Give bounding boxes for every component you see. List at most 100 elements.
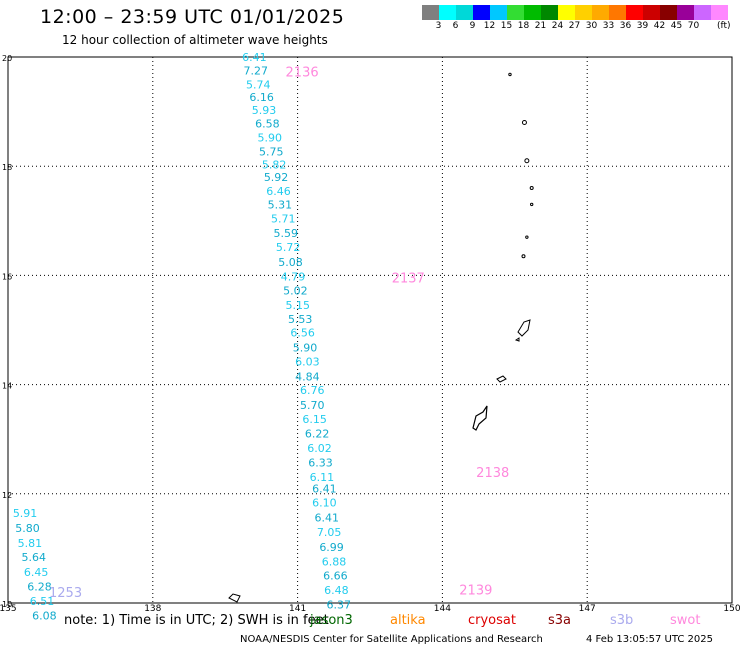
latitude-tick-label: 12 <box>2 491 12 500</box>
color-scale-swatch <box>439 5 456 20</box>
color-scale-swatch <box>643 5 660 20</box>
longitude-tick-label: 150 <box>723 604 740 614</box>
island-outline <box>521 120 527 126</box>
satellite-legend-item: altika <box>390 613 426 628</box>
wave-height-reading: 5.81 <box>18 537 43 550</box>
wave-height-reading: 5.70 <box>300 399 325 412</box>
wave-height-reading: 5.92 <box>264 171 289 184</box>
wave-height-reading: 6.37 <box>327 599 352 612</box>
wave-height-reading: 5.71 <box>271 213 296 226</box>
island-outline <box>496 375 507 383</box>
track-id-label: 2137 <box>392 272 425 287</box>
latitude-tick-label: 18 <box>2 163 12 172</box>
wave-height-reading: 6.28 <box>27 581 52 594</box>
wave-height-reading: 5.72 <box>276 241 301 254</box>
color-scale-tick-label: 36 <box>619 21 632 31</box>
color-scale-swatch <box>592 5 609 20</box>
island-outline <box>472 405 488 431</box>
longitude-tick-label: 138 <box>144 604 161 614</box>
color-scale-tick-label: 27 <box>568 21 581 31</box>
wave-height-reading: 6.02 <box>307 442 332 455</box>
wave-height-reading: 6.58 <box>255 118 280 131</box>
latitude-tick-label: 14 <box>2 382 12 391</box>
wave-height-reading: 7.27 <box>244 65 268 78</box>
wave-height-reading: 5.02 <box>283 285 308 298</box>
latitude-tick-label: 16 <box>2 272 12 281</box>
wave-height-reading: 6.41 <box>312 482 337 495</box>
island-outline <box>529 186 534 191</box>
color-scale-swatch <box>626 5 643 20</box>
latitude-tick-label: 10 <box>2 600 12 609</box>
wave-height-reading: 6.66 <box>323 570 348 583</box>
footer-source: NOAA/NESDIS Center for Satellite Applica… <box>240 634 543 645</box>
longitude-tick-label: 147 <box>579 604 596 614</box>
wave-height-reading: 5.80 <box>15 522 39 535</box>
wave-height-reading: 6.22 <box>305 428 330 441</box>
satellite-legend-item: s3a <box>548 613 572 628</box>
map-frame <box>7 56 733 604</box>
color-scale-tick-label: 9 <box>469 21 476 31</box>
island-outline <box>228 593 241 603</box>
wave-height-reading: 6.10 <box>312 497 337 510</box>
color-scale-swatch <box>422 5 439 20</box>
color-scale-tick-label: 33 <box>602 21 615 31</box>
wave-height-reading: 6.48 <box>324 584 349 597</box>
wave-height-reading: 5.91 <box>13 507 38 520</box>
page-subtitle: 12 hour collection of altimeter wave hei… <box>62 33 328 47</box>
wave-height-reading: 6.15 <box>302 413 327 426</box>
color-scale-tick-label: 6 <box>452 21 459 31</box>
wave-height-reading: 6.08 <box>32 610 57 623</box>
satellite-legend-item: cryosat <box>468 613 516 628</box>
footer-timestamp: 4 Feb 13:05:57 UTC 2025 <box>586 634 713 645</box>
island-outline <box>521 254 526 259</box>
wave-height-reading: 5.90 <box>258 131 283 144</box>
wave-height-reading: 5.31 <box>268 198 293 211</box>
track-id-label: 2136 <box>286 66 319 81</box>
color-scale-tick-label: 39 <box>636 21 649 31</box>
color-scale-tick-label: 70 <box>687 21 700 31</box>
color-scale-swatch <box>711 5 728 20</box>
color-scale-swatch <box>694 5 711 20</box>
color-scale-swatch <box>609 5 626 20</box>
color-scale-swatch <box>490 5 507 20</box>
longitude-tick-label: 141 <box>289 604 306 614</box>
color-scale-tick-label: 24 <box>551 21 564 31</box>
color-scale-tick-label: 42 <box>653 21 666 31</box>
satellite-legend-item: s3b <box>610 613 634 628</box>
note-text: note: 1) Time is in UTC; 2) SWH is in fe… <box>64 613 329 628</box>
wave-height-reading: 5.59 <box>273 227 298 240</box>
wave-height-reading: 6.33 <box>308 457 333 470</box>
color-scale-tick-label: 3 <box>435 21 442 31</box>
island-outline <box>524 158 530 164</box>
wave-height-reading: 6.88 <box>322 556 347 569</box>
wave-height-reading: 6.03 <box>295 356 320 369</box>
wave-height-reading: 6.56 <box>290 327 315 340</box>
color-scale-tick-label: 15 <box>500 21 513 31</box>
color-scale-swatch <box>677 5 694 20</box>
wave-height-reading: 7.05 <box>317 526 342 539</box>
island-outline <box>508 72 512 77</box>
wave-height-reading: 6.41 <box>242 51 266 64</box>
color-scale-tick-label: 30 <box>585 21 598 31</box>
color-scale-bar <box>422 5 728 20</box>
color-scale-tick-label: 12 <box>483 21 496 31</box>
wave-height-reading: 6.99 <box>319 541 344 554</box>
satellite-legend-item: swot <box>670 613 701 628</box>
color-scale-swatch <box>575 5 592 20</box>
color-scale-labels: 3 6 9 12 15 18 21 24 27 30 33 36 39 42 45 70 <box>422 21 702 31</box>
wave-height-reading: 6.76 <box>300 384 325 397</box>
wave-height-reading: 5.74 <box>246 78 270 91</box>
wave-height-reading: 6.41 <box>314 511 339 524</box>
wave-height-reading: 5.93 <box>252 104 277 117</box>
wave-height-reading: 5.15 <box>286 299 311 312</box>
color-scale-swatch <box>660 5 677 20</box>
color-scale-swatch <box>524 5 541 20</box>
track-id-label: 1253 <box>49 586 82 601</box>
wave-height-reading: 5.53 <box>288 313 313 326</box>
longitude-tick-label: 135 <box>0 604 17 614</box>
color-scale-swatch <box>541 5 558 20</box>
track-id-label: 2138 <box>476 466 509 481</box>
color-scale-unit: (ft) <box>717 21 731 31</box>
color-scale-swatch <box>456 5 473 20</box>
